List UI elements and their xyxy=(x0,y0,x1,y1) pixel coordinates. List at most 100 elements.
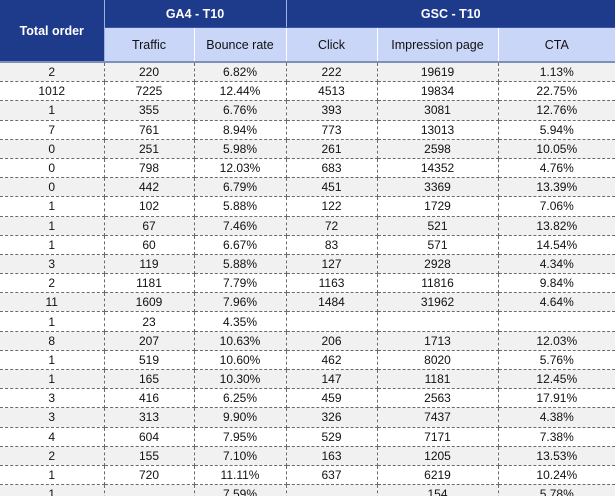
cta-cell[interactable]: 17.91% xyxy=(498,388,615,409)
total-order-cell[interactable]: 3 xyxy=(0,254,105,275)
click-cell[interactable]: 462 xyxy=(286,350,378,371)
bounce-rate-cell[interactable]: 10.30% xyxy=(194,369,287,390)
bounce-rate-cell[interactable]: 8.94% xyxy=(194,120,287,140)
click-cell[interactable]: 637 xyxy=(286,465,378,486)
click-cell[interactable]: 122 xyxy=(286,196,378,217)
click-cell[interactable]: 127 xyxy=(286,254,378,275)
traffic-cell[interactable]: 23 xyxy=(104,311,195,332)
traffic-cell[interactable]: 798 xyxy=(104,158,195,179)
total-order-cell[interactable]: 0 xyxy=(0,139,105,159)
click-cell[interactable]: 393 xyxy=(286,100,378,121)
cta-cell[interactable] xyxy=(498,311,615,332)
cta-cell[interactable]: 22.75% xyxy=(498,81,615,102)
cta-cell[interactable]: 10.24% xyxy=(498,465,615,486)
traffic-cell[interactable]: 720 xyxy=(104,465,195,486)
click-cell[interactable]: 72 xyxy=(286,216,378,236)
total-order-cell[interactable]: 1 xyxy=(0,311,105,332)
bounce-rate-cell[interactable]: 5.98% xyxy=(194,139,287,159)
total-order-header[interactable]: Total order xyxy=(0,0,105,63)
bounce-rate-cell[interactable]: 11.11% xyxy=(194,465,287,486)
impression-page-cell[interactable]: 1713 xyxy=(377,331,499,351)
click-cell[interactable]: 1484 xyxy=(286,292,378,313)
total-order-cell[interactable]: 7 xyxy=(0,120,105,140)
total-order-cell[interactable]: 1 xyxy=(0,350,105,371)
total-order-cell[interactable]: 2 xyxy=(0,62,105,83)
total-order-cell[interactable]: 11 xyxy=(0,292,105,313)
total-order-cell[interactable]: 1 xyxy=(0,216,105,236)
impression-page-cell[interactable]: 1205 xyxy=(377,446,499,466)
cta-cell[interactable]: 5.78% xyxy=(498,484,615,496)
traffic-cell[interactable]: 220 xyxy=(104,62,195,83)
cta-cell[interactable]: 12.45% xyxy=(498,369,615,390)
total-order-cell[interactable]: 1 xyxy=(0,484,105,496)
traffic-cell[interactable]: 119 xyxy=(104,254,195,275)
cta-cell[interactable]: 13.53% xyxy=(498,446,615,466)
cta-cell[interactable]: 7.38% xyxy=(498,427,615,447)
traffic-cell[interactable]: 102 xyxy=(104,196,195,217)
traffic-cell[interactable]: 67 xyxy=(104,216,195,236)
bounce-rate-cell[interactable]: 12.44% xyxy=(194,81,287,102)
bounce-rate-cell[interactable]: 7.79% xyxy=(194,273,287,294)
traffic-cell[interactable]: 416 xyxy=(104,388,195,409)
total-order-cell[interactable]: 2 xyxy=(0,273,105,294)
click-cell[interactable]: 326 xyxy=(286,407,378,428)
bounce-rate-cell[interactable]: 5.88% xyxy=(194,254,287,275)
click-cell[interactable]: 206 xyxy=(286,331,378,351)
impression-page-cell[interactable]: 2598 xyxy=(377,139,499,159)
bounce-rate-cell[interactable]: 9.90% xyxy=(194,407,287,428)
total-order-cell[interactable]: 1012 xyxy=(0,81,105,102)
cta-cell[interactable]: 10.05% xyxy=(498,139,615,159)
cta-header[interactable]: CTA xyxy=(498,27,615,63)
impression-page-cell[interactable]: 19619 xyxy=(377,62,499,83)
cta-cell[interactable]: 7.06% xyxy=(498,196,615,217)
click-cell[interactable]: 451 xyxy=(286,177,378,198)
traffic-cell[interactable]: 207 xyxy=(104,331,195,351)
total-order-cell[interactable]: 1 xyxy=(0,196,105,217)
cta-cell[interactable]: 4.38% xyxy=(498,407,615,428)
bounce-rate-cell[interactable]: 4.35% xyxy=(194,311,287,332)
impression-page-cell[interactable]: 14352 xyxy=(377,158,499,179)
bounce-rate-cell[interactable]: 7.10% xyxy=(194,446,287,466)
bounce-rate-cell[interactable]: 10.60% xyxy=(194,350,287,371)
click-header[interactable]: Click xyxy=(286,27,378,63)
total-order-cell[interactable]: 0 xyxy=(0,158,105,179)
impression-page-cell[interactable]: 2928 xyxy=(377,254,499,275)
cta-cell[interactable]: 12.03% xyxy=(498,331,615,351)
traffic-cell[interactable]: 1181 xyxy=(104,273,195,294)
bounce-rate-cell[interactable]: 10.63% xyxy=(194,331,287,351)
total-order-cell[interactable]: 1 xyxy=(0,100,105,121)
total-order-cell[interactable]: 3 xyxy=(0,388,105,409)
total-order-cell[interactable]: 1 xyxy=(0,465,105,486)
click-cell[interactable]: 261 xyxy=(286,139,378,159)
cta-cell[interactable]: 14.54% xyxy=(498,235,615,255)
bounce-rate-cell[interactable]: 6.67% xyxy=(194,235,287,255)
bounce-rate-cell[interactable]: 7.46% xyxy=(194,216,287,236)
cta-cell[interactable]: 4.76% xyxy=(498,158,615,179)
traffic-cell[interactable]: 604 xyxy=(104,427,195,447)
impression-page-cell[interactable]: 7171 xyxy=(377,427,499,447)
click-cell[interactable] xyxy=(286,311,378,332)
click-cell[interactable]: 163 xyxy=(286,446,378,466)
total-order-cell[interactable]: 3 xyxy=(0,407,105,428)
bounce-rate-cell[interactable]: 6.79% xyxy=(194,177,287,198)
cta-cell[interactable]: 4.64% xyxy=(498,292,615,313)
click-cell[interactable]: 773 xyxy=(286,120,378,140)
bounce-rate-cell[interactable]: 6.82% xyxy=(194,62,287,83)
impression-page-cell[interactable]: 11816 xyxy=(377,273,499,294)
impression-page-cell[interactable]: 1729 xyxy=(377,196,499,217)
impression-page-cell[interactable]: 154 xyxy=(377,484,499,496)
traffic-cell[interactable]: 313 xyxy=(104,407,195,428)
bounce-rate-cell[interactable]: 7.95% xyxy=(194,427,287,447)
impression-page-cell[interactable]: 2563 xyxy=(377,388,499,409)
total-order-cell[interactable]: 2 xyxy=(0,446,105,466)
traffic-cell[interactable]: 7225 xyxy=(104,81,195,102)
bounce-rate-cell[interactable]: 6.25% xyxy=(194,388,287,409)
impression-page-cell[interactable]: 1181 xyxy=(377,369,499,390)
impression-page-cell[interactable]: 8020 xyxy=(377,350,499,371)
cta-cell[interactable]: 4.34% xyxy=(498,254,615,275)
bounce-rate-cell[interactable]: 12.03% xyxy=(194,158,287,179)
click-cell[interactable]: 683 xyxy=(286,158,378,179)
click-cell[interactable]: 529 xyxy=(286,427,378,447)
bounce-rate-cell[interactable]: 5.88% xyxy=(194,196,287,217)
cta-cell[interactable]: 5.76% xyxy=(498,350,615,371)
